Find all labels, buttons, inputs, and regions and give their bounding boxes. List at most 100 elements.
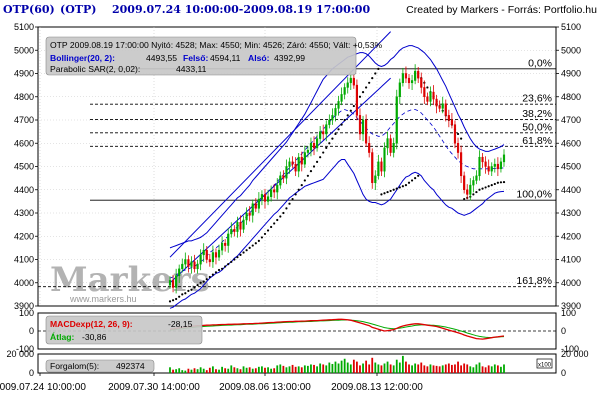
volume-bar — [451, 364, 453, 373]
volume-bar — [365, 360, 368, 373]
candle-body — [171, 280, 175, 288]
bollinger-label: Bollinger(20, 2): — [50, 53, 115, 63]
sar-dot — [199, 281, 202, 284]
sar-dot — [230, 260, 233, 263]
volume-bar — [340, 360, 343, 373]
volume-bar — [190, 369, 193, 373]
sar-dot — [493, 182, 496, 186]
volume-bar — [233, 367, 236, 373]
sar-dot — [181, 293, 184, 296]
candle-body — [217, 249, 221, 258]
price-tick-label-left: 4900 — [14, 69, 34, 79]
volume-bar — [264, 367, 266, 373]
volume-bar — [487, 365, 490, 373]
sar-dot — [279, 215, 282, 218]
sar-dot — [254, 242, 257, 245]
volume-tick-label-right: 0 — [561, 368, 566, 378]
candle-body — [472, 180, 475, 186]
price-tick-label-left: 4300 — [14, 208, 34, 218]
candlesticks — [168, 64, 506, 294]
sar-dot — [331, 137, 334, 140]
volume-bar — [349, 364, 352, 373]
chart-instrument: OTP(60) — [3, 3, 55, 16]
sar-dot — [288, 202, 291, 205]
sar-dot — [285, 207, 288, 210]
sar-dot — [245, 249, 248, 252]
candle-body — [410, 80, 414, 84]
fibonacci-label: 0,0% — [528, 57, 552, 69]
volume-bar — [395, 359, 398, 373]
sar-dot — [472, 193, 475, 196]
volume-bar — [343, 358, 346, 373]
candle-body — [352, 77, 355, 86]
candle-body — [168, 280, 172, 286]
volume-bar — [288, 366, 291, 373]
candle-body — [303, 152, 306, 165]
macd-tick-label-left: -100 — [16, 344, 34, 354]
macd-tick-label-left: 0 — [29, 326, 34, 336]
sar-dot — [325, 146, 328, 149]
candle-body — [300, 156, 303, 165]
volume-bars — [169, 355, 505, 373]
fibonacci-label: 161,8% — [516, 275, 552, 287]
volume-bar — [457, 361, 459, 373]
candle-body — [456, 143, 460, 153]
bollinger-upper-value: 4594,11 — [210, 53, 241, 63]
volume-bar — [313, 364, 315, 373]
macd-line — [169, 318, 505, 340]
candle-body — [205, 249, 208, 260]
sar-dot — [460, 137, 463, 140]
sar-dot — [300, 184, 303, 187]
candle-body — [294, 163, 297, 172]
volume-bar — [469, 366, 472, 373]
candle-body — [328, 119, 331, 125]
candle-body — [466, 189, 469, 195]
candle-body — [432, 91, 435, 100]
volume-bar — [356, 361, 358, 373]
volume-bar — [248, 367, 251, 373]
sar-dot — [248, 246, 251, 249]
volume-bar — [322, 364, 325, 373]
volume-bar — [352, 359, 355, 373]
volume-tick-label-left: 0 — [29, 368, 34, 378]
sar-dot — [297, 188, 300, 191]
price-tick-label-left: 4600 — [14, 138, 34, 148]
price-tick-label-left: 4200 — [14, 231, 34, 241]
x-tick-label: 2009.08.06 13:00:00 — [219, 382, 311, 393]
candle-body — [368, 143, 371, 153]
volume-bar — [297, 366, 300, 373]
candle-body — [254, 203, 257, 209]
candle-body — [377, 161, 380, 177]
sar-dot — [377, 67, 380, 70]
candle-body — [404, 73, 408, 79]
volume-bar — [380, 365, 383, 373]
x-tick-label: 2009.08.13 12:00:00 — [331, 382, 423, 393]
volume-bar — [261, 366, 263, 373]
volume-info-box: Forgalom(5): 492374 — [45, 359, 155, 373]
candle-body — [426, 96, 429, 102]
price-tick-label-right: 3900 — [561, 301, 581, 311]
price-tick-label-left: 5100 — [14, 22, 34, 32]
sar-dot — [202, 280, 205, 283]
price-tick-label-right: 5100 — [561, 22, 581, 32]
candle-body — [322, 131, 325, 135]
volume-bar — [463, 363, 466, 373]
candle-body — [499, 161, 503, 170]
volume-bar — [279, 364, 282, 373]
candle-body — [309, 143, 313, 151]
sar-dot — [236, 256, 239, 259]
fibonacci-label: 38,2% — [522, 108, 552, 120]
price-tick-label-left: 4000 — [14, 278, 34, 288]
volume-bar — [310, 364, 312, 373]
price-tick-label-right: 4800 — [561, 92, 581, 102]
sar-dot — [414, 177, 417, 180]
sar-dot — [322, 151, 325, 154]
sar-dot — [371, 77, 374, 80]
chart-period: 2009.07.24 10:00:00-2009.08.19 17:00:00 — [112, 3, 370, 16]
candle-body — [407, 77, 411, 84]
price-tick-label-right: 4700 — [561, 115, 581, 125]
bollinger-lower-value: 4392,99 — [274, 53, 305, 63]
candle-body — [245, 212, 248, 221]
candle-body — [331, 115, 334, 121]
